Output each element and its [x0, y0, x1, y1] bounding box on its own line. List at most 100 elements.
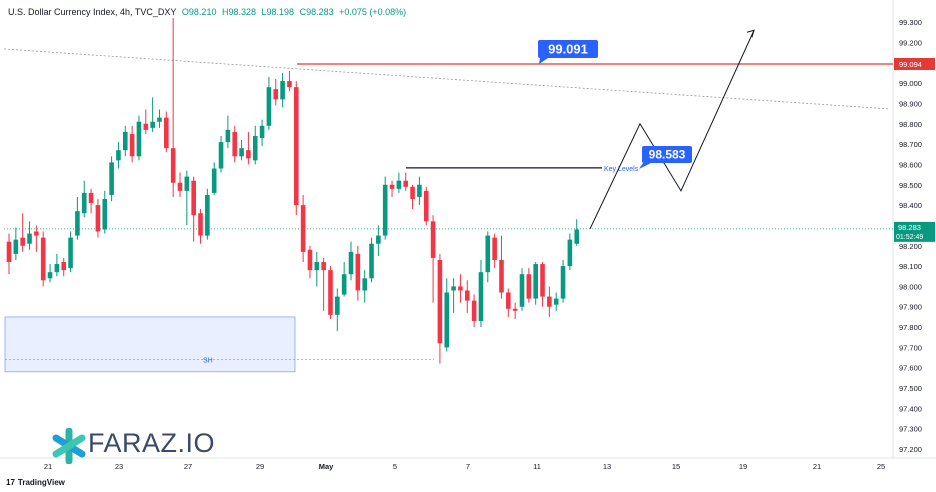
candle-body[interactable]: [300, 205, 306, 252]
candle-body[interactable]: [109, 162, 114, 195]
symbol-title[interactable]: U.S. Dollar Currency Index, 4h, TVC_DXY: [8, 7, 177, 17]
candle-body[interactable]: [485, 235, 491, 273]
candle-body[interactable]: [129, 133, 135, 157]
candle-body[interactable]: [458, 286, 463, 291]
candle-body[interactable]: [451, 286, 456, 291]
resistance-callout[interactable]: [538, 40, 598, 58]
candle-body[interactable]: [54, 264, 60, 273]
candle-body[interactable]: [88, 192, 94, 204]
candle-body[interactable]: [348, 251, 354, 275]
candle-body[interactable]: [437, 259, 443, 344]
projection-path[interactable]: [589, 30, 755, 230]
candle-body[interactable]: [164, 117, 169, 149]
candle-body[interactable]: [355, 253, 361, 291]
current-price-tag: [894, 221, 935, 242]
faraz-logo-icon: [52, 428, 86, 464]
candle-body[interactable]: [150, 121, 155, 128]
candle-body[interactable]: [335, 296, 340, 315]
candle-body[interactable]: [321, 262, 326, 271]
support-zone[interactable]: [4, 316, 296, 373]
candle-body[interactable]: [266, 87, 272, 126]
candle-body[interactable]: [293, 87, 299, 206]
candle-body[interactable]: [553, 298, 559, 305]
candle-body[interactable]: [184, 176, 190, 191]
candle-body[interactable]: [403, 180, 409, 187]
candle-body[interactable]: [143, 123, 149, 130]
candle-body[interactable]: [20, 237, 25, 246]
candle-body[interactable]: [389, 184, 395, 189]
candle-body[interactable]: [232, 131, 238, 157]
candle-body[interactable]: [533, 264, 538, 299]
candle-body[interactable]: [198, 213, 203, 236]
candle-body[interactable]: [492, 237, 497, 260]
candle-body[interactable]: [95, 205, 101, 232]
candle-body[interactable]: [211, 168, 217, 193]
candle-body[interactable]: [464, 290, 470, 301]
candle-body[interactable]: [122, 131, 128, 151]
candle-body[interactable]: [396, 180, 402, 189]
candle-body[interactable]: [307, 249, 313, 271]
candle-body[interactable]: [246, 150, 251, 159]
candle-body[interactable]: [218, 142, 224, 169]
candle-body[interactable]: [102, 198, 108, 230]
time-tick-label: 11: [533, 462, 541, 471]
candle-body[interactable]: [471, 300, 477, 321]
price-tick-label: 99.300: [899, 18, 922, 27]
candle-body[interactable]: [40, 237, 46, 281]
candle-body[interactable]: [574, 229, 580, 244]
candle-body[interactable]: [547, 296, 552, 307]
candle-body[interactable]: [526, 274, 532, 299]
tradingview-brand[interactable]: 17 TradingView: [6, 478, 65, 487]
candle-body[interactable]: [519, 274, 525, 307]
candle-body[interactable]: [499, 259, 504, 293]
candle-body[interactable]: [280, 81, 285, 100]
candle-body[interactable]: [287, 81, 292, 88]
candle-body[interactable]: [417, 184, 422, 197]
candle-body[interactable]: [81, 192, 87, 214]
candle-body[interactable]: [328, 270, 333, 315]
candle-body[interactable]: [191, 180, 196, 216]
candle-body[interactable]: [423, 190, 429, 222]
candle-body[interactable]: [13, 239, 19, 254]
key-level-callout-text: 98.583: [649, 148, 686, 162]
candle-body[interactable]: [205, 194, 210, 236]
candle-body[interactable]: [540, 264, 545, 297]
candle-body[interactable]: [382, 184, 388, 236]
price-tick-label: 97.900: [899, 303, 922, 312]
candle-body[interactable]: [252, 135, 258, 161]
candle-body[interactable]: [410, 186, 415, 199]
candle-body[interactable]: [273, 89, 279, 100]
candle-body[interactable]: [27, 233, 32, 244]
candle-body[interactable]: [560, 266, 566, 299]
descending-trendline[interactable]: [3, 48, 891, 110]
key-level-callout[interactable]: [642, 146, 692, 163]
candle-body[interactable]: [75, 211, 80, 236]
candle-body[interactable]: [369, 243, 374, 279]
candle-body[interactable]: [68, 237, 73, 269]
candle-body[interactable]: [259, 125, 265, 139]
candle-body[interactable]: [506, 292, 511, 309]
candle-body[interactable]: [314, 262, 320, 271]
candle-body[interactable]: [116, 150, 121, 161]
candle-body[interactable]: [341, 274, 347, 295]
candle-body[interactable]: [567, 239, 573, 267]
candle-body[interactable]: [170, 148, 176, 183]
candle-body[interactable]: [177, 182, 183, 191]
candle-body[interactable]: [376, 235, 381, 244]
candle-body[interactable]: [225, 129, 231, 143]
candle-body[interactable]: [444, 292, 450, 348]
candle-body[interactable]: [34, 231, 39, 236]
candle-body[interactable]: [362, 278, 367, 291]
candle-body[interactable]: [47, 272, 53, 279]
candle-body[interactable]: [157, 117, 162, 122]
candle-body[interactable]: [239, 148, 244, 157]
candle-body[interactable]: [430, 221, 436, 258]
price-tick-label: 98.600: [899, 160, 922, 169]
candle-body[interactable]: [136, 121, 142, 157]
candle-body[interactable]: [478, 272, 484, 321]
candle-body[interactable]: [6, 241, 12, 263]
candle-body[interactable]: [61, 262, 67, 271]
candle-body[interactable]: [512, 308, 518, 311]
